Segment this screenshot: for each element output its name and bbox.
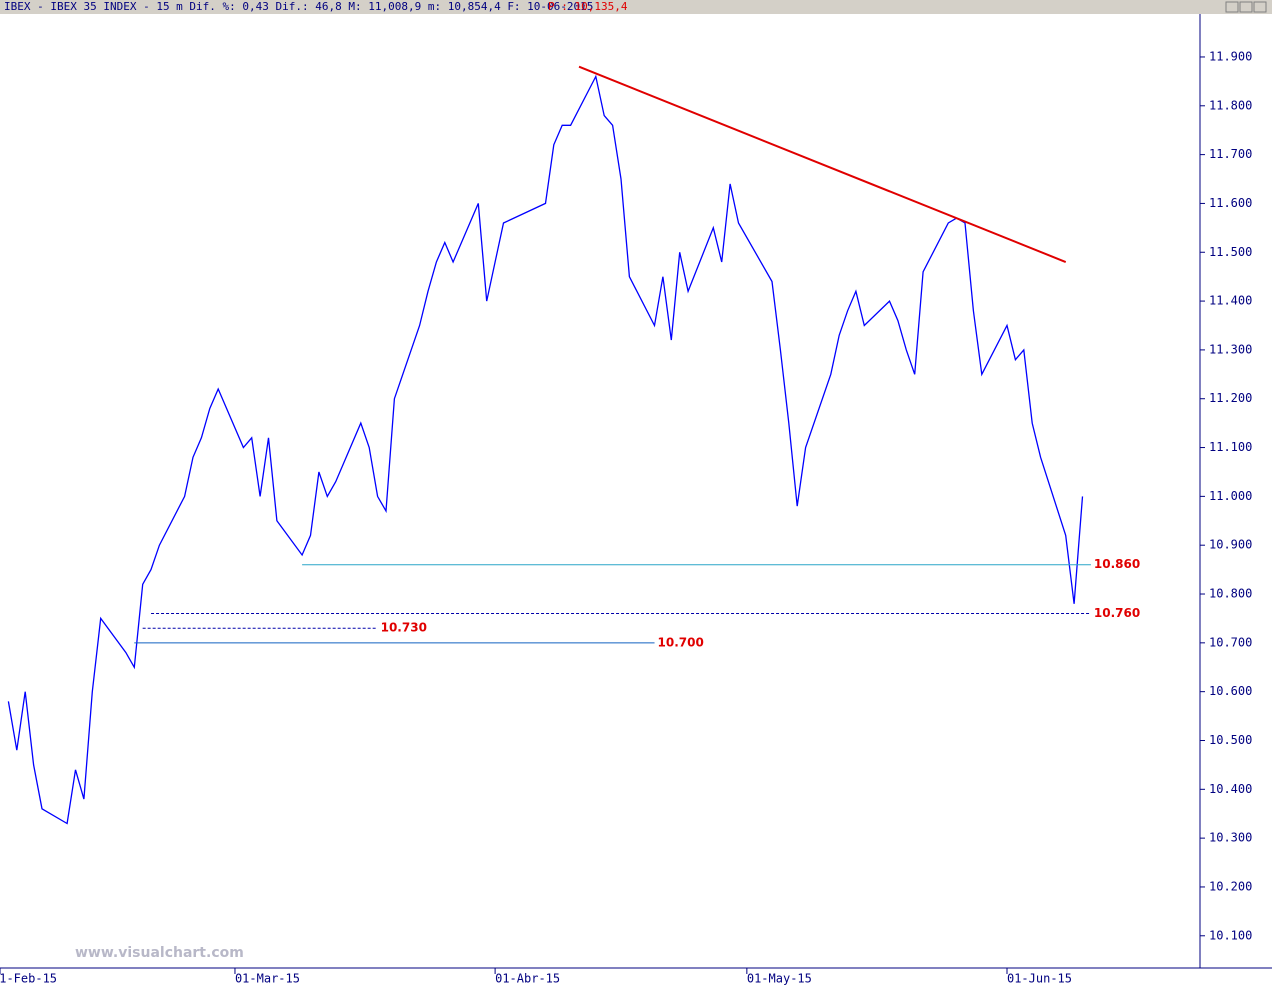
price-line [7, 74, 1084, 825]
window-buttons [1225, 1, 1267, 13]
close-button[interactable] [1253, 1, 1267, 13]
y-tick-label: 10.100 [1209, 928, 1252, 942]
y-tick-label: 11.900 [1209, 49, 1252, 63]
y-tick-label: 11.700 [1209, 147, 1252, 161]
y-tick-label: 10.300 [1209, 831, 1252, 845]
support-label: 10.760 [1094, 606, 1140, 620]
y-tick-label: 10.200 [1209, 879, 1252, 893]
support-label: 10.700 [658, 635, 704, 649]
header-price: P : 10,135,4 [548, 0, 628, 13]
y-tick-label: 10.900 [1209, 538, 1252, 552]
x-tick-label: 01-Abr-15 [495, 972, 560, 986]
y-tick-label: 11.800 [1209, 98, 1252, 112]
trend-line [578, 65, 1067, 263]
x-tick-label: 01-Feb-15 [0, 972, 57, 986]
y-tick-label: 11.000 [1209, 489, 1252, 503]
y-tick-label: 10.600 [1209, 684, 1252, 698]
y-tick-label: 11.500 [1209, 245, 1252, 259]
x-tick-label: 01-May-15 [747, 972, 812, 986]
y-tick-label: 10.500 [1209, 733, 1252, 747]
y-tick-label: 11.400 [1209, 294, 1252, 308]
x-tick-label: 01-Mar-15 [235, 972, 300, 986]
minimize-button[interactable] [1225, 1, 1239, 13]
y-tick-label: 11.100 [1209, 440, 1252, 454]
y-tick-label: 11.300 [1209, 342, 1252, 356]
watermark: www.visualchart.com [75, 945, 244, 961]
header-bar [0, 0, 1272, 14]
support-label: 10.730 [381, 621, 427, 635]
y-tick-label: 11.200 [1209, 391, 1252, 405]
y-tick-label: 10.400 [1209, 782, 1252, 796]
y-tick-label: 10.800 [1209, 587, 1252, 601]
support-label: 10.860 [1094, 557, 1140, 571]
maximize-button[interactable] [1239, 1, 1253, 13]
x-tick-label: 01-Jun-15 [1007, 972, 1072, 986]
y-tick-label: 11.600 [1209, 196, 1252, 210]
y-tick-label: 10.700 [1209, 635, 1252, 649]
header-text: IBEX - IBEX 35 INDEX - 15 m Dif. %: 0,43… [4, 0, 593, 13]
